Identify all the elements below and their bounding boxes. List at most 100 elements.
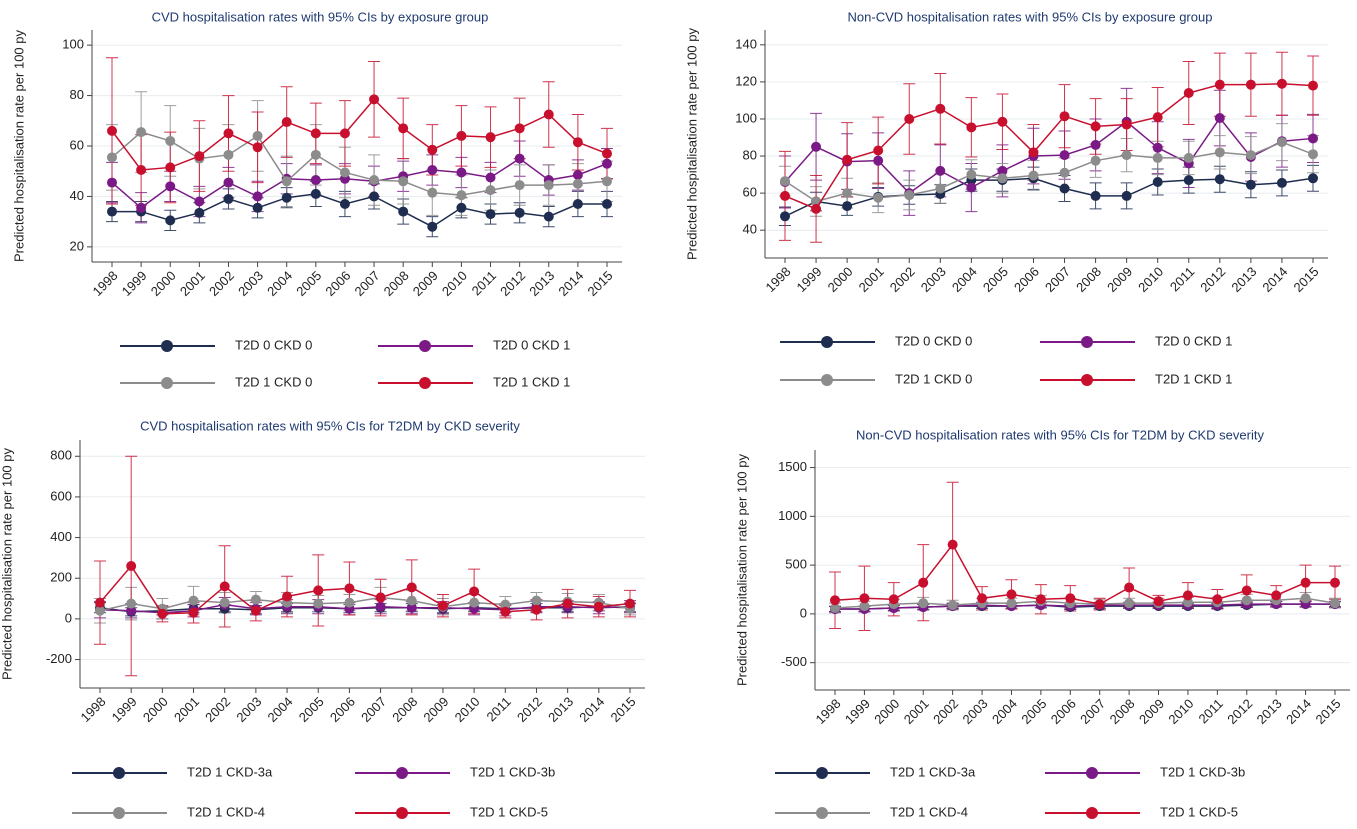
y-tick-label: 600 [50, 488, 72, 503]
data-point [1124, 582, 1135, 593]
data-point [194, 151, 205, 162]
x-tick-label: 2003 [235, 268, 266, 299]
series-line [111, 157, 608, 209]
data-point [398, 123, 409, 134]
x-tick-label: 2007 [1077, 696, 1108, 727]
data-point [1271, 590, 1282, 601]
data-point [427, 164, 438, 175]
y-tick-label: 40 [743, 222, 757, 237]
data-point [339, 167, 350, 178]
legend-label: T2D 1 CKD-3a [187, 764, 273, 779]
data-point [126, 598, 137, 609]
series-line [99, 596, 631, 612]
data-point [1245, 150, 1256, 161]
data-point [427, 187, 438, 198]
x-tick-label: 2007 [358, 694, 389, 725]
y-tick-label: 140 [735, 36, 757, 51]
x-tick-label: 2008 [1073, 264, 1104, 295]
data-point [997, 116, 1008, 127]
x-tick-label: 2009 [1104, 264, 1135, 295]
y-tick-label: -200 [46, 651, 72, 666]
data-point [1308, 173, 1318, 184]
legend-label: T2D 1 CKD-4 [890, 804, 968, 819]
x-tick-label: 2010 [1165, 696, 1196, 727]
legend-marker [821, 374, 833, 386]
data-point [572, 170, 583, 180]
series-line [99, 603, 631, 614]
data-point [136, 127, 147, 138]
data-point [188, 595, 199, 606]
series-line [784, 177, 1314, 217]
data-point [344, 597, 355, 608]
data-point [313, 585, 324, 596]
x-tick-label: 2006 [1011, 264, 1042, 295]
x-tick-label: 2015 [607, 694, 638, 725]
data-point [1059, 167, 1070, 178]
data-point [310, 175, 321, 186]
data-point [310, 188, 321, 199]
data-point [1124, 598, 1135, 609]
data-point [842, 154, 853, 165]
data-point [219, 597, 230, 608]
data-point [935, 165, 946, 176]
x-tick-label: 2009 [420, 694, 451, 725]
data-point [1182, 590, 1193, 601]
data-point [918, 577, 929, 588]
data-point [543, 109, 554, 120]
data-point [1121, 119, 1132, 130]
data-point [1059, 183, 1070, 194]
data-point [602, 148, 612, 159]
data-point [223, 177, 234, 188]
legend-label: T2D 1 CKD-3b [470, 764, 555, 779]
data-point [543, 180, 554, 191]
legend-marker [396, 767, 408, 779]
x-tick-label: 2004 [265, 694, 296, 725]
x-tick-label: 2013 [526, 268, 557, 299]
data-point [107, 152, 117, 163]
data-point [1090, 190, 1101, 201]
legend-marker [419, 377, 431, 389]
data-point [1121, 190, 1132, 201]
x-tick-label: 1998 [77, 694, 108, 725]
data-point [514, 207, 525, 218]
y-tick-label: 60 [70, 137, 84, 152]
data-point [1183, 152, 1194, 163]
data-point [252, 142, 263, 153]
y-tick-label: 20 [70, 238, 84, 253]
data-point [593, 601, 604, 612]
data-point [1121, 150, 1132, 161]
data-point [811, 203, 822, 214]
data-point [1214, 147, 1225, 158]
x-tick-label: 2005 [1018, 696, 1049, 727]
x-tick-label: 2013 [1228, 264, 1259, 295]
data-point [165, 135, 176, 146]
x-tick-label: 2000 [140, 694, 171, 725]
data-point [485, 172, 496, 183]
legend-label: T2D 1 CKD 0 [895, 371, 972, 386]
x-tick-label: 2014 [576, 694, 607, 725]
data-point [531, 604, 542, 615]
data-point [1152, 142, 1163, 153]
x-tick-label: 2008 [381, 268, 412, 299]
x-tick-label: 1998 [89, 268, 120, 299]
x-tick-label: 2004 [264, 268, 295, 299]
legend-marker [1081, 336, 1093, 348]
data-point [947, 539, 958, 550]
x-tick-label: 2004 [949, 264, 980, 295]
x-tick-label: 2005 [980, 264, 1011, 295]
data-point [1214, 113, 1225, 124]
series-line [111, 131, 608, 196]
data-point [344, 583, 355, 594]
data-point [281, 192, 292, 203]
data-point [252, 202, 263, 213]
chart-title: CVD hospitalisation rates with 95% CIs b… [152, 9, 489, 24]
data-point [1152, 112, 1163, 123]
x-tick-label: 2006 [327, 694, 358, 725]
x-tick-label: 2015 [584, 268, 615, 299]
data-point [1183, 175, 1194, 186]
x-tick-label: 2006 [1048, 696, 1079, 727]
legend-label: T2D 0 CKD 1 [1155, 333, 1232, 348]
data-point [966, 122, 977, 133]
legend-label: T2D 1 CKD 1 [493, 374, 570, 389]
